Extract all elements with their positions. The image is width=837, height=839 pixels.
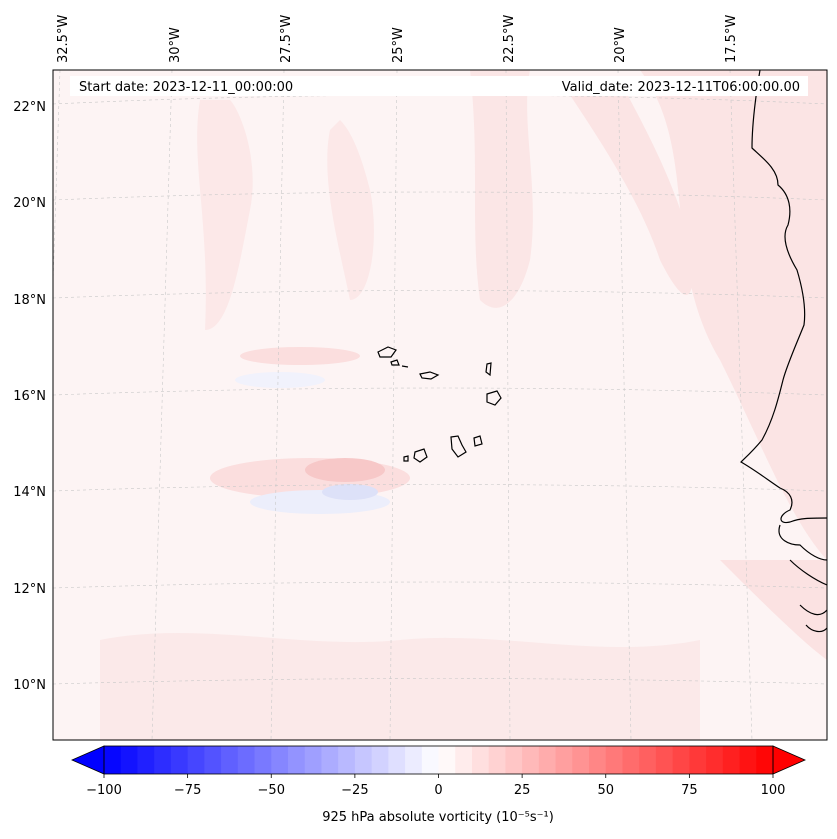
colorbar-label: 925 hPa absolute vorticity (10⁻⁵s⁻¹) — [322, 810, 554, 825]
vorticity-negative-core — [322, 484, 378, 500]
colorbar-tick-label: −75 — [174, 783, 201, 798]
colorbar-cell — [120, 746, 138, 774]
coastline — [740, 70, 827, 633]
gridlines — [53, 70, 827, 740]
colorbar-cell — [371, 746, 389, 774]
colorbar-tick-label: −100 — [86, 783, 122, 798]
lat-label-18n: 18°N — [13, 293, 46, 308]
lon-label-30w: 30°W — [168, 27, 183, 63]
map-frame — [52, 69, 828, 741]
vorticity-positive-core — [305, 458, 385, 482]
lat-label-12n: 12°N — [13, 582, 46, 597]
colorbar-cell — [287, 746, 306, 774]
colorbar-cell — [605, 746, 623, 774]
vorticity-negative-north — [235, 372, 325, 388]
lat-label-22n: 22°N — [13, 100, 46, 115]
colorbar-cell — [137, 746, 155, 774]
island-boa-vista — [486, 390, 502, 406]
lon-label-32-5w: 32.5°W — [56, 15, 71, 63]
colorbar-cell — [589, 746, 607, 774]
vorticity-band-south — [100, 632, 700, 740]
colorbar-cell — [321, 746, 339, 774]
lon-label-20w: 20°W — [613, 27, 628, 63]
island-santiago — [450, 435, 467, 458]
island-maio — [473, 435, 483, 447]
island-santa-luzia — [401, 365, 409, 368]
vorticity-field — [100, 70, 827, 740]
colorbar-cell — [722, 746, 741, 774]
colorbar-cell — [304, 746, 322, 774]
colorbar-cell — [221, 746, 239, 774]
island-sao-vicente — [390, 359, 400, 366]
island-sal — [485, 362, 492, 377]
colorbar-cell — [471, 746, 490, 774]
colorbar-cell — [388, 746, 406, 774]
colorbar-extend-low — [71, 745, 105, 775]
island-sao-nicolau — [419, 371, 440, 380]
lat-label-10n: 10°N — [13, 678, 46, 693]
colorbar-cell — [555, 746, 573, 774]
colorbar-cell — [706, 746, 724, 774]
colorbar-tick-label: 75 — [681, 783, 698, 798]
colorbar-cell — [522, 746, 540, 774]
colorbar-tick-label: 25 — [514, 783, 531, 798]
colorbar-cell — [488, 746, 506, 774]
vorticity-band-central — [470, 70, 533, 308]
colorbar-ticks: −100 −75 −50 −25 0 25 50 75 100 — [86, 774, 785, 798]
colorbar-cell — [756, 746, 774, 774]
colorbar: −100 −75 −50 −25 0 25 50 75 100 925 hPa absolute… — [71, 745, 806, 825]
colorbar-cell — [405, 746, 423, 774]
colorbar-cell — [689, 746, 707, 774]
vorticity-band-west — [197, 100, 253, 330]
colorbar-cell — [739, 746, 757, 774]
colorbar-cell — [154, 746, 172, 774]
colorbar-cell — [170, 746, 189, 774]
colorbar-cell — [271, 746, 289, 774]
colorbar-cell — [104, 746, 122, 774]
lon-label-25w: 25°W — [391, 27, 406, 63]
colorbar-cell — [254, 746, 272, 774]
lon-label-27-5w: 27.5°W — [279, 15, 294, 63]
colorbar-cell — [421, 746, 440, 774]
cape-verde-islands — [377, 346, 502, 463]
valid-date-label: Valid_date: 2023-12-11T06:00:00.00 — [562, 80, 800, 95]
colorbar-cell — [237, 746, 256, 774]
colorbar-cell — [505, 746, 523, 774]
start-date-label: Start date: 2023-12-11_00:00:00 — [79, 80, 293, 95]
colorbar-extend-high — [772, 745, 806, 775]
colorbar-tick-label: 50 — [597, 783, 614, 798]
date-banner — [70, 76, 808, 96]
colorbar-cell — [572, 746, 590, 774]
colorbar-cell — [622, 746, 640, 774]
vorticity-band-northeast — [560, 80, 693, 295]
colorbar-cell — [338, 746, 356, 774]
colorbar-tick-label: −25 — [341, 783, 368, 798]
island-brava — [403, 455, 409, 462]
vorticity-band-coast — [720, 560, 827, 660]
lat-label-16n: 16°N — [13, 389, 46, 404]
colorbar-cell — [672, 746, 690, 774]
colorbar-cell — [538, 746, 557, 774]
island-fogo — [413, 448, 428, 463]
colorbar-cell — [639, 746, 657, 774]
colorbar-cell — [187, 746, 205, 774]
colorbar-cell — [655, 746, 674, 774]
lat-label-14n: 14°N — [13, 485, 46, 500]
colorbar-cell — [455, 746, 473, 774]
lon-label-22-5w: 22.5°W — [502, 15, 517, 63]
colorbar-cells — [104, 746, 774, 774]
vorticity-positive-north — [240, 347, 360, 365]
colorbar-cell — [354, 746, 373, 774]
colorbar-tick-label: 0 — [434, 783, 442, 798]
island-santo-antao — [377, 346, 397, 358]
colorbar-tick-label: 100 — [761, 783, 786, 798]
lat-label-20n: 20°N — [13, 196, 46, 211]
colorbar-tick-label: −50 — [258, 783, 285, 798]
vorticity-band-west-2 — [327, 120, 374, 300]
lon-label-17-5w: 17.5°W — [724, 15, 739, 63]
colorbar-cell — [438, 746, 456, 774]
vorticity-band-east — [640, 70, 827, 560]
colorbar-cell — [204, 746, 222, 774]
